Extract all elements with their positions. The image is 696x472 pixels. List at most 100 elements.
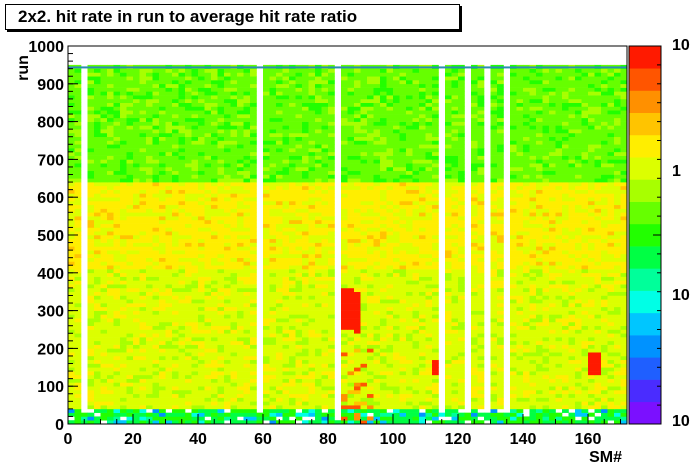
heatmap-cell <box>412 238 420 243</box>
heatmap-cell <box>542 337 550 342</box>
heatmap-cell <box>549 272 556 277</box>
heatmap-cell <box>477 265 485 270</box>
heatmap-cell <box>139 227 147 232</box>
heatmap-cell <box>178 401 186 406</box>
heatmap-cell <box>614 306 621 311</box>
heatmap-cell <box>607 231 615 236</box>
heatmap-cell <box>217 340 225 345</box>
heatmap-cell <box>113 272 121 277</box>
heatmap-cell <box>328 344 335 349</box>
heatmap-cell <box>451 378 459 383</box>
heatmap-cell <box>315 348 322 353</box>
heatmap-cell <box>276 371 283 376</box>
heatmap-cell <box>289 367 296 372</box>
heatmap-cell <box>152 314 160 319</box>
heatmap-cell <box>191 253 199 258</box>
heatmap-cell <box>549 227 556 232</box>
heatmap-cell <box>386 405 394 410</box>
heatmap-cell <box>100 250 108 255</box>
heatmap-cell <box>471 208 478 213</box>
heatmap-cell <box>94 314 101 319</box>
heatmap-cell <box>107 412 114 417</box>
heatmap-cell <box>217 219 225 224</box>
heatmap-cell <box>575 219 582 224</box>
heatmap-cell <box>360 216 368 221</box>
heatmap-cell <box>120 272 127 277</box>
heatmap-cell <box>159 371 166 376</box>
heatmap-cell <box>165 291 173 296</box>
heatmap-cell <box>159 280 166 285</box>
heatmap-cell <box>224 352 231 357</box>
heatmap-cell <box>87 310 95 315</box>
heatmap-cell <box>185 189 192 194</box>
heatmap-cell <box>100 269 108 274</box>
heatmap-cell <box>289 408 296 413</box>
heatmap-cell <box>178 238 186 243</box>
heatmap-cell <box>146 253 153 258</box>
heatmap-cell <box>178 182 186 187</box>
heatmap-cell <box>620 352 628 357</box>
heatmap-cell <box>360 363 368 368</box>
heatmap-cell <box>282 299 290 304</box>
heatmap-cell <box>308 340 316 345</box>
heatmap-cell <box>315 318 322 323</box>
heatmap-cell <box>373 337 381 342</box>
heatmap-cell <box>289 216 296 221</box>
heatmap-cell <box>243 276 251 281</box>
heatmap-cell <box>620 291 628 296</box>
heatmap-cell <box>146 212 153 217</box>
heatmap-cell <box>399 321 407 327</box>
heatmap-cell <box>549 348 556 353</box>
heatmap-cell <box>172 374 179 379</box>
heatmap-cell <box>419 219 426 224</box>
heatmap-cell <box>419 340 426 345</box>
heatmap-cell <box>211 378 218 383</box>
heatmap-cell <box>315 265 322 270</box>
heatmap-cell <box>412 216 420 221</box>
heatmap-cell <box>178 227 186 232</box>
heatmap-cell <box>373 253 381 258</box>
heatmap-cell <box>549 204 556 209</box>
heatmap-cell <box>445 235 452 240</box>
heatmap-cell <box>607 363 615 368</box>
heatmap-cell <box>458 389 465 395</box>
heatmap-cell <box>490 272 498 277</box>
heatmap-cell <box>620 310 628 315</box>
heatmap-cell <box>399 318 407 323</box>
heatmap-cell <box>113 333 121 338</box>
heatmap-cell <box>263 389 270 395</box>
heatmap-cell <box>529 333 537 338</box>
heatmap-cell <box>165 329 173 334</box>
heatmap-cell <box>321 204 329 209</box>
heatmap-cell <box>139 185 147 190</box>
heatmap-cell <box>81 412 88 417</box>
heatmap-cell <box>191 299 199 304</box>
heatmap-cell <box>432 321 439 327</box>
heatmap-cell <box>516 295 524 300</box>
heatmap-cell <box>328 306 335 311</box>
heatmap-cell <box>341 386 348 391</box>
heatmap-cell <box>250 235 257 240</box>
heatmap-cell <box>536 197 543 202</box>
heatmap-cell <box>549 276 556 281</box>
heatmap-cell <box>497 189 504 194</box>
heatmap-cell <box>419 227 426 232</box>
heatmap-cell <box>107 337 114 342</box>
heatmap-cell <box>289 337 296 342</box>
heatmap-cell <box>126 329 134 334</box>
heatmap-cell <box>555 250 563 255</box>
heatmap-cell <box>68 253 75 258</box>
heatmap-cell <box>224 257 231 262</box>
heatmap-cell <box>594 314 602 319</box>
heatmap-cell <box>107 389 114 395</box>
heatmap-cell <box>575 216 582 221</box>
heatmap-cell <box>477 352 485 357</box>
heatmap-cell <box>536 231 543 236</box>
heatmap-cell <box>367 257 374 262</box>
heatmap-cell <box>594 197 602 202</box>
heatmap-cell <box>471 306 478 311</box>
heatmap-cell <box>419 204 426 209</box>
heatmap-cell <box>529 378 537 383</box>
heatmap-cell <box>373 416 381 421</box>
heatmap-cell <box>87 359 95 364</box>
